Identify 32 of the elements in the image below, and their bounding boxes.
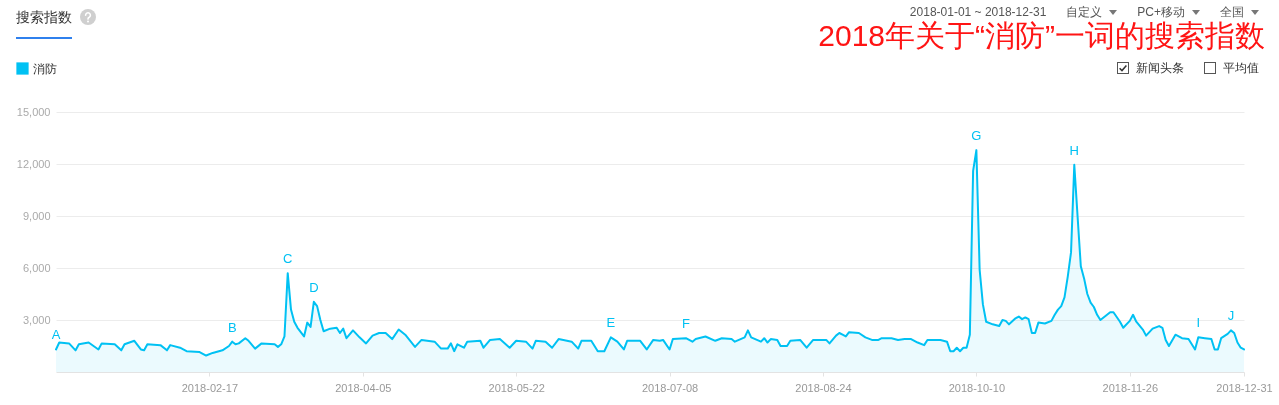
- x-tick-label: 2018-08-24: [795, 381, 852, 394]
- text: 自定义: [1066, 5, 1103, 19]
- annotation: C: [283, 251, 293, 267]
- annotation: J: [1227, 308, 1235, 324]
- x-tick-label: 2018-10-10: [948, 381, 1006, 394]
- annotation: F: [681, 316, 690, 332]
- y-tick-label: 9,000: [22, 209, 51, 222]
- x-tick-label: 2018-04-05: [335, 381, 392, 394]
- text: 新闻头条: [1136, 61, 1184, 75]
- x-tick-label: 2018-11-26: [1102, 381, 1158, 394]
- y-tick-label: 15,000: [16, 105, 51, 118]
- text: PC+移动: [1137, 5, 1185, 19]
- annotation: I: [1196, 315, 1201, 331]
- text: 搜索指数: [16, 8, 72, 26]
- x-tick-label: 2018-07-08: [641, 381, 699, 394]
- text: 2018-01-01 ~ 2018-12-31: [909, 5, 1047, 19]
- text: 全国: [1220, 5, 1244, 19]
- annotation: H: [1069, 142, 1079, 158]
- chart-title: 2018年关于“消防”一词的搜索指数: [818, 19, 1265, 53]
- y-tick-label: 6,000: [22, 261, 51, 274]
- y-tick-label: 12,000: [16, 157, 51, 170]
- annotation: G: [971, 128, 982, 144]
- annotation: B: [227, 319, 237, 335]
- x-tick-label: 2018-02-17: [181, 381, 239, 394]
- legend-label: 消防: [33, 61, 57, 76]
- annotation: D: [309, 279, 319, 295]
- text: 平均值: [1223, 61, 1259, 75]
- x-tick-label: 2018-12-31: [1216, 381, 1273, 394]
- y-tick-label: 3,000: [22, 313, 51, 326]
- annotation: E: [606, 315, 616, 331]
- annotation: A: [51, 327, 61, 343]
- x-tick-label: 2018-05-22: [488, 381, 545, 394]
